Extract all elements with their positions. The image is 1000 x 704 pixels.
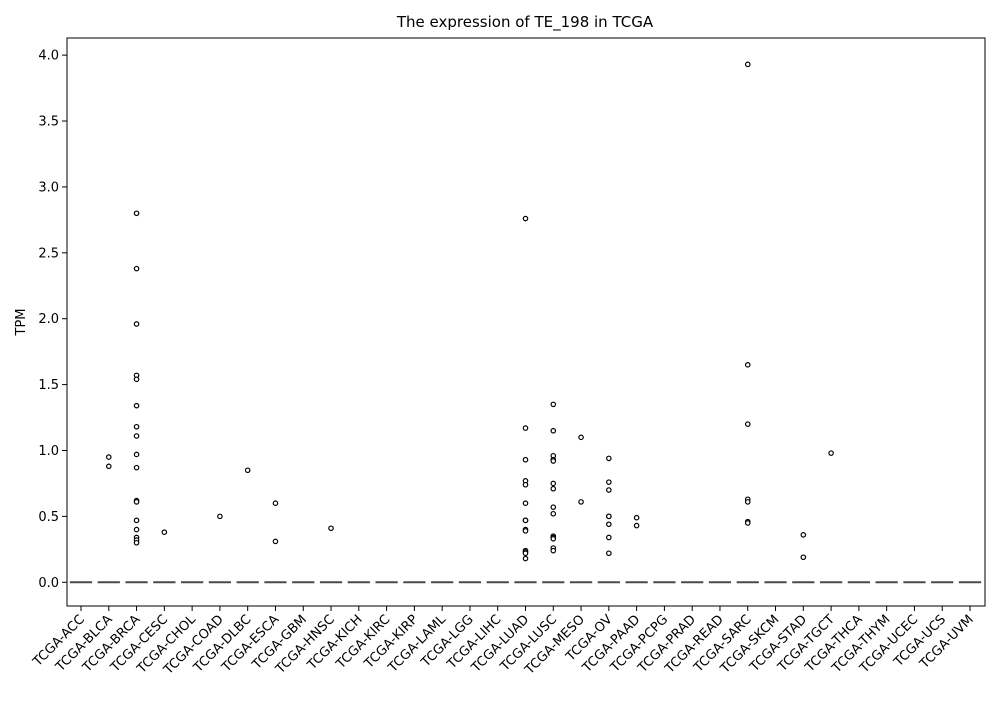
y-tick-label: 3.5 xyxy=(38,115,59,130)
outlier-point xyxy=(550,547,557,554)
outlier-point xyxy=(522,550,529,557)
outlier-point xyxy=(578,434,584,441)
outlier-point xyxy=(133,265,140,272)
outlier-point xyxy=(744,362,751,368)
y-tick-label: 1.0 xyxy=(38,444,59,459)
outlier-point xyxy=(161,529,168,535)
outlier-point xyxy=(272,538,279,545)
outlier-point xyxy=(606,455,612,462)
outlier-point xyxy=(133,464,140,471)
outlier-point xyxy=(744,520,751,526)
outlier-point xyxy=(522,500,529,507)
outlier-point xyxy=(578,499,584,505)
outlier-point xyxy=(133,526,140,533)
outlier-point xyxy=(550,510,557,517)
outlier-point xyxy=(133,539,140,546)
outlier-point xyxy=(133,423,140,430)
outlier-point xyxy=(522,215,529,222)
outlier-point xyxy=(522,528,529,534)
y-tick-label: 3.0 xyxy=(38,180,59,195)
outlier-point xyxy=(800,532,807,538)
y-tick-label: 2.5 xyxy=(38,246,59,261)
outlier-point xyxy=(133,433,140,439)
outlier-point xyxy=(522,555,529,562)
outlier-point xyxy=(744,421,751,427)
y-tick-label: 0.5 xyxy=(38,510,59,525)
outlier-point xyxy=(133,451,140,458)
outlier-point xyxy=(133,499,140,505)
outlier-point xyxy=(522,517,529,524)
outlier-point xyxy=(606,487,612,493)
outlier-point xyxy=(828,450,834,456)
outlier-point xyxy=(522,456,529,463)
outlier-point xyxy=(633,522,640,529)
outlier-point xyxy=(606,513,612,520)
outlier-point xyxy=(133,210,140,217)
outlier-point xyxy=(522,425,529,431)
chart-title: The expression of TE_198 in TCGA xyxy=(396,13,654,32)
outlier-point xyxy=(550,504,557,510)
outlier-point xyxy=(217,513,223,520)
y-tick-label: 4.0 xyxy=(38,49,59,64)
outlier-point xyxy=(105,454,112,460)
outlier-point xyxy=(550,401,557,408)
outlier-point xyxy=(606,479,612,485)
outlier-point xyxy=(606,521,612,528)
outlier-point xyxy=(133,517,140,524)
outlier-point xyxy=(744,499,751,505)
y-tick-label: 1.5 xyxy=(38,378,59,393)
outlier-point xyxy=(550,458,557,464)
outlier-point xyxy=(328,525,334,532)
outlier-point xyxy=(522,481,529,488)
outlier-point xyxy=(550,485,557,492)
y-tick-label: 0.0 xyxy=(38,576,59,591)
y-axis: 0.0 0.5 1.0 1.5 2.0 2.5 3.0 3.5 4.0 xyxy=(38,49,67,591)
outlier-point xyxy=(550,480,557,487)
outlier-point xyxy=(272,500,279,507)
y-axis-label: TPM xyxy=(14,309,29,337)
outlier-point xyxy=(744,61,751,68)
outlier-point xyxy=(244,467,251,474)
outlier-point xyxy=(550,535,557,542)
outlier-point xyxy=(133,321,140,327)
outlier-point xyxy=(633,514,640,521)
outlier-point xyxy=(133,376,140,383)
x-axis: TCGA-ACCTCGA-BLCATCGA-BRCATCGA-CESCTCGA-… xyxy=(30,606,977,678)
outlier-point xyxy=(800,554,807,561)
outlier-point xyxy=(105,463,112,470)
outlier-point xyxy=(606,534,612,541)
outlier-point xyxy=(606,550,612,557)
outlier-series xyxy=(105,61,834,562)
outlier-point xyxy=(133,402,140,409)
outlier-point xyxy=(550,427,557,434)
y-tick-label: 2.0 xyxy=(38,312,59,327)
